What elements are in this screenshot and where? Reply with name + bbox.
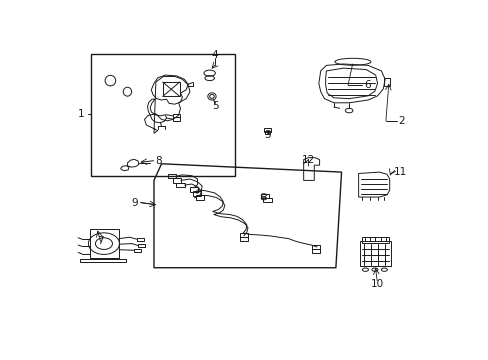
Bar bbox=[91, 54, 235, 176]
Bar bbox=[176, 183, 184, 187]
Text: 2: 2 bbox=[397, 116, 404, 126]
Bar bbox=[189, 187, 198, 192]
Bar bbox=[137, 238, 144, 241]
Text: 3: 3 bbox=[264, 130, 270, 140]
Bar bbox=[263, 198, 271, 202]
Text: 11: 11 bbox=[393, 167, 407, 176]
Bar bbox=[195, 195, 203, 199]
Bar bbox=[383, 78, 389, 86]
Text: 12: 12 bbox=[301, 155, 314, 165]
Text: 7: 7 bbox=[97, 237, 103, 246]
Bar bbox=[172, 178, 181, 183]
Bar bbox=[311, 249, 319, 253]
Text: 1: 1 bbox=[78, 109, 85, 119]
Text: 9: 9 bbox=[131, 198, 138, 208]
Bar bbox=[173, 117, 180, 121]
Text: 4: 4 bbox=[211, 50, 218, 60]
Text: 6: 6 bbox=[363, 80, 370, 90]
Text: 5: 5 bbox=[212, 101, 219, 111]
Bar bbox=[138, 244, 144, 247]
Text: 10: 10 bbox=[370, 279, 383, 289]
Bar bbox=[167, 174, 176, 179]
Bar bbox=[240, 233, 248, 237]
Bar bbox=[311, 245, 319, 249]
Bar bbox=[134, 249, 141, 252]
Text: 8: 8 bbox=[155, 156, 162, 166]
Bar bbox=[260, 194, 268, 198]
Bar bbox=[163, 82, 180, 96]
Bar bbox=[361, 237, 388, 243]
Bar bbox=[265, 131, 269, 134]
Bar bbox=[173, 114, 180, 117]
Bar bbox=[192, 191, 201, 195]
Bar bbox=[264, 128, 271, 132]
Bar bbox=[240, 237, 248, 242]
